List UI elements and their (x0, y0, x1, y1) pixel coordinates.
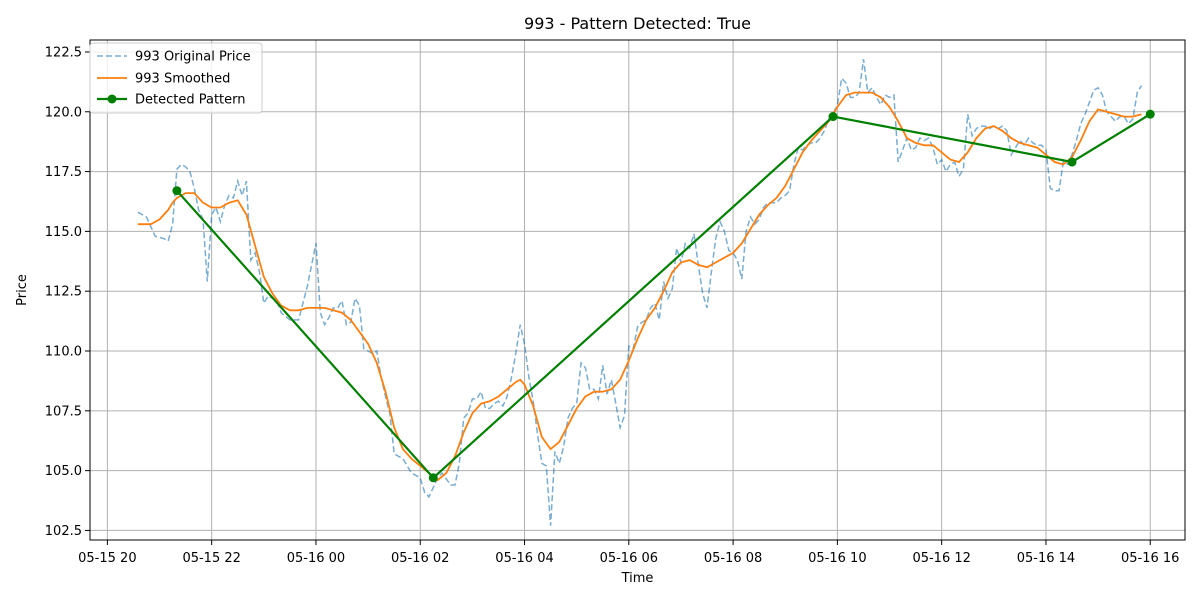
x-tick-label: 05-16 06 (600, 551, 658, 566)
detected-pattern-point (428, 473, 438, 483)
x-tick-label: 05-16 04 (495, 551, 553, 566)
x-tick-label: 05-16 16 (1121, 551, 1179, 566)
y-tick-label: 112.5 (45, 285, 82, 300)
y-tick-label: 102.5 (45, 524, 82, 539)
y-axis-label: Price (15, 274, 30, 306)
plot-frame (89, 39, 1186, 541)
x-axis-label: Time (621, 571, 654, 586)
detected-pattern-point (828, 112, 838, 122)
series-original-price-line (137, 59, 1143, 526)
y-tick-label: 105.0 (45, 464, 82, 479)
y-tick-label: 120.0 (45, 105, 82, 120)
x-tick-label: 05-16 08 (704, 551, 762, 566)
legend-label-detected-pattern: Detected Pattern (135, 93, 246, 108)
y-tick-label: 107.5 (45, 404, 82, 419)
y-tick-label: 115.0 (45, 225, 82, 240)
y-axis: 102.5 105.0 107.5 110.0 112.5 115.0 117.5 120.0… (45, 45, 90, 539)
grid (90, 40, 1185, 540)
x-tick-label: 05-16 00 (287, 551, 345, 566)
x-tick-label: 05-16 12 (912, 551, 970, 566)
y-tick-label: 117.5 (45, 165, 82, 180)
x-tick-label: 05-15 22 (182, 551, 240, 566)
x-tick-label: 05-15 20 (78, 551, 136, 566)
legend-box (89, 42, 263, 114)
detected-pattern-point (1145, 109, 1155, 119)
series-smoothed-line (137, 91, 1142, 482)
y-tick-label: 122.5 (45, 45, 82, 60)
x-tick-label: 05-16 14 (1017, 551, 1075, 566)
detected-pattern-point (172, 186, 182, 196)
detected-pattern-point (1067, 157, 1077, 167)
chart-title: 993 - Pattern Detected: True (524, 14, 751, 33)
series-layer (137, 59, 1155, 526)
legend-label-original-price: 993 Original Price (135, 50, 251, 65)
legend-marker-detected-pattern (107, 94, 117, 104)
legend: 993 Original Price 993 Smoothed Detected… (89, 42, 263, 114)
x-axis: 05-15 20 05-15 22 05-16 00 05-16 02 05-16 04… (78, 540, 1179, 566)
y-tick-label: 110.0 (45, 345, 82, 360)
x-tick-label: 05-16 02 (391, 551, 449, 566)
x-tick-label: 05-16 10 (808, 551, 866, 566)
legend-label-smoothed: 993 Smoothed (135, 72, 230, 87)
